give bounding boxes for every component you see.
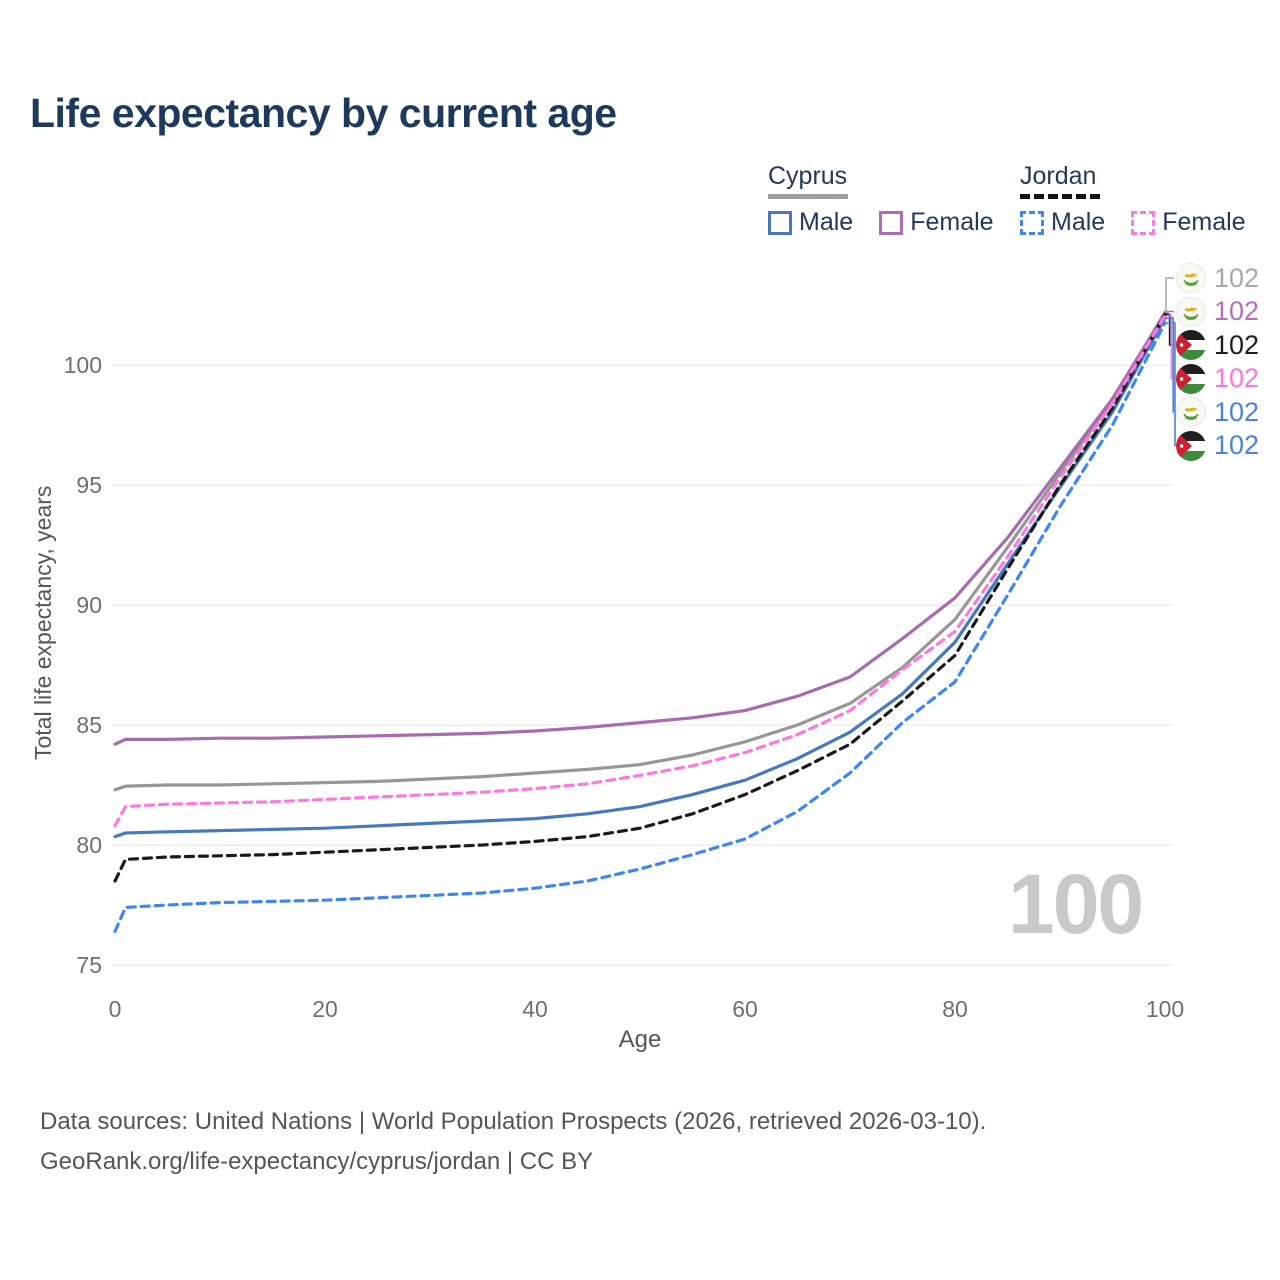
legend-item-label: Male [799,208,854,236]
legend-item-label: Female [1162,208,1246,236]
x-axis-title: Age [618,1026,662,1053]
endpoint-label-cyprus-female: 102 [1176,296,1259,328]
legend-item-cyprus-male[interactable]: Male [768,208,853,237]
footer-source-line: Data sources: United Nations | World Pop… [40,1108,987,1135]
y-tick-label-90: 90 [76,592,102,618]
jordan-male-swatch-icon [1020,210,1044,235]
x-tick-label-40: 40 [522,996,548,1022]
x-tick-label-80: 80 [942,996,968,1022]
y-tick-label-80: 80 [76,832,102,858]
legend-item-cyprus-female[interactable]: Female [879,208,994,237]
x-tick-label-100: 100 [1145,996,1185,1022]
endpoint-connector-cyprus-male [1165,317,1174,413]
x-tick-label-60: 60 [732,996,758,1022]
jordan-flag-icon [1176,430,1206,461]
endpoint-value: 102 [1214,396,1260,427]
legend-items-jordan: Male Female [1020,208,1246,237]
series-line-jordan-total [113,313,1167,883]
endpoint-value: 102 [1214,329,1260,360]
endpoint-label-jordan-total: 102 [1176,329,1259,361]
legend-item-jordan-female[interactable]: Female [1131,208,1246,237]
endpoint-value: 102 [1214,430,1260,460]
cyprus-female-swatch-icon [879,210,904,235]
endpoint-label-jordan-male: 102 [1176,430,1259,462]
series-line-jordan-female [113,314,1167,828]
y-tick-label-85: 85 [76,712,102,738]
endpoint-label-cyprus-male: 102 [1176,396,1259,428]
legend-item-label: Male [1051,208,1106,236]
y-tick-label-95: 95 [76,472,102,498]
legend-items-cyprus: Male Female [768,208,994,237]
endpoint-value: 102 [1214,262,1260,293]
page-title: Life expectancy by current age [30,90,617,136]
x-tick-label-20: 20 [312,996,338,1022]
series-line-cyprus-total [113,310,1167,792]
jordan-flag-icon [1176,363,1206,394]
x-tick-label-0: 0 [108,996,122,1022]
endpoint-connector-jordan-male [1165,322,1176,447]
cyprus-flag-icon [1176,263,1206,293]
endpoint-value: 102 [1214,363,1260,393]
series-line-cyprus-male [113,316,1167,839]
endpoint-label-jordan-female: 102 [1176,363,1259,395]
cyprus-flag-icon [1176,397,1206,427]
series-line-cyprus-female [113,311,1167,746]
jordan-female-swatch-icon [1131,210,1156,235]
series-line-jordan-male [113,321,1167,934]
endpoint-value: 102 [1214,296,1260,326]
cyprus-male-swatch-icon [768,210,792,235]
jordan-flag-icon [1176,330,1206,360]
legend-item-label: Female [910,208,994,236]
y-tick-label-100: 100 [63,352,102,378]
footer-link-line: GeoRank.org/life-expectancy/cyprus/jorda… [40,1148,594,1175]
endpoint-label-cyprus-total: 102 [1176,262,1259,294]
age-counter-watermark: 100 [1008,857,1144,951]
cyprus-flag-icon [1176,296,1206,327]
legend-header-jordan[interactable]: Jordan [1020,162,1100,199]
legend-header-cyprus[interactable]: Cyprus [768,162,848,199]
y-tick-label-75: 75 [76,952,102,978]
endpoint-connector-cyprus-total [1165,277,1174,313]
legend-group-jordan: Jordan Male Female [1020,162,1246,237]
legend-item-jordan-male[interactable]: Male [1020,208,1105,237]
legend-group-cyprus: Cyprus Male Female [768,162,994,237]
